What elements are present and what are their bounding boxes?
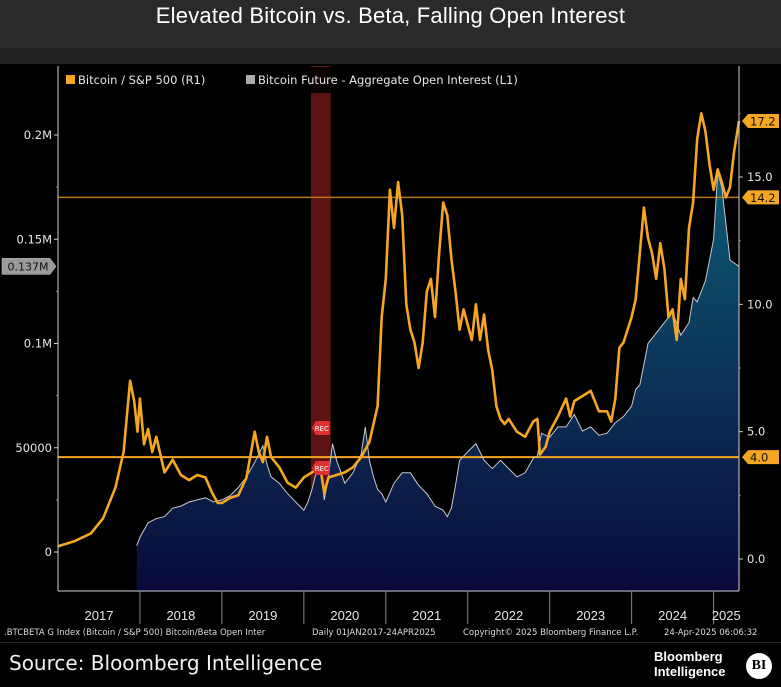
x-tick-label: 2020 [330, 608, 359, 623]
left-last-value-label: 0.137M [8, 260, 49, 273]
logo-line-2: Intelligence [654, 664, 726, 679]
legend-swatch-bitcoin [66, 75, 75, 84]
left-tick-label: 0.15M [16, 232, 52, 246]
right-value-badge-label: 14.2 [750, 191, 776, 205]
x-tick-label: 2022 [494, 608, 523, 623]
open-interest-line [136, 172, 740, 546]
bi-badge-icon: BI [746, 653, 772, 679]
left-tick-label: 0.2M [24, 128, 52, 142]
right-value-badge-label: 4.0 [750, 451, 768, 465]
rec-marker: REC [311, 421, 330, 435]
x-tick-label: 2023 [576, 608, 605, 623]
timestamp: 24-Apr-2025 06:06:32 [664, 628, 758, 638]
x-tick-label: 2025 [712, 608, 741, 623]
rec-marker-shape [311, 461, 330, 475]
right-value-badge-label: 17.2 [750, 114, 776, 128]
right-value-badge [742, 190, 779, 205]
x-tick-label: 2017 [85, 608, 114, 623]
header-band [0, 48, 781, 64]
title-bar: Elevated Bitcoin vs. Beta, Falling Open … [0, 0, 781, 48]
left-tick-label: 50000 [15, 441, 52, 455]
left-last-value-badge [1, 258, 57, 275]
bloomberg-intelligence-logo: Bloomberg Intelligence [654, 649, 726, 679]
copyright: Copyright© 2025 Bloomberg Finance L.P. [463, 628, 639, 638]
date-range: Daily 01JAN2017-24APR2025 [312, 628, 436, 638]
x-tick-label: 2018 [166, 608, 195, 623]
x-tick-label: 2021 [412, 608, 441, 623]
rec-marker-label: REC [315, 425, 329, 433]
right-value-badge [742, 113, 779, 128]
source-text: Source: Bloomberg Intelligence [9, 651, 323, 675]
right-tick-label: 0.0 [747, 552, 765, 566]
bitcoin-sp500-line [57, 111, 741, 548]
x-tick-label: 2019 [248, 608, 277, 623]
chart: REC REC 0 50000 0.1M 0.15M 0.2M 0.0 5.0 10.0 15.0… [0, 64, 781, 626]
right-tick-label: 10.0 [747, 297, 773, 311]
rec-marker-shape [311, 421, 330, 435]
right-tick-label: 15.0 [747, 170, 773, 184]
index-description: .BTCBETA G Index (Bitcoin / S&P 500) Bit… [4, 628, 266, 638]
right-tick-label: 5.0 [747, 425, 765, 439]
x-tick-label: 2024 [658, 608, 687, 623]
right-value-badge [742, 450, 779, 465]
chart-title: Elevated Bitcoin vs. Beta, Falling Open … [155, 3, 626, 28]
legend-swatch-open-interest [246, 75, 255, 84]
left-tick-label: 0.1M [24, 337, 52, 351]
rec-marker: REC [311, 461, 330, 475]
legend-background [60, 67, 562, 93]
source-bar: Source: Bloomberg Intelligence Bloomberg… [0, 642, 781, 687]
rec-marker-label: REC [315, 465, 329, 473]
footer-meta: .BTCBETA G Index (Bitcoin / S&P 500) Bit… [0, 626, 781, 642]
legend-label-open-interest: Bitcoin Future - Aggregate Open Interest… [258, 73, 518, 87]
left-tick-label: 0 [45, 545, 52, 559]
legend-label-bitcoin: Bitcoin / S&P 500 (R1) [78, 73, 205, 87]
logo-line-1: Bloomberg [654, 649, 723, 664]
open-interest-area [136, 172, 739, 591]
